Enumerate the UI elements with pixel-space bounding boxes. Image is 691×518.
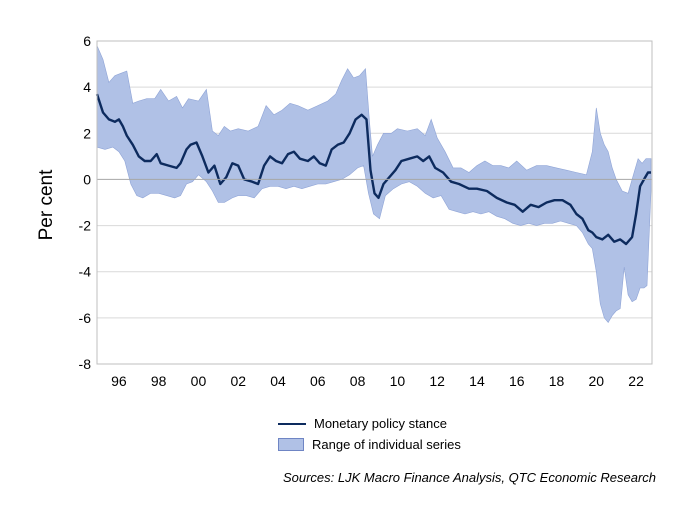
y-tick-label: -6 <box>79 310 92 326</box>
y-tick-label: 0 <box>83 171 91 187</box>
legend: Monetary policy stance Range of individu… <box>278 413 461 455</box>
x-tick-label: 22 <box>628 373 644 389</box>
x-tick-label: 14 <box>469 373 485 389</box>
legend-item-range: Range of individual series <box>278 434 461 455</box>
y-tick-label: -8 <box>79 356 92 372</box>
legend-line-swatch <box>278 422 306 425</box>
plot-frame <box>96 40 653 365</box>
legend-item-stance: Monetary policy stance <box>278 413 461 434</box>
legend-area-swatch <box>278 438 304 451</box>
x-tick-label: 20 <box>589 373 605 389</box>
x-tick-label: 04 <box>270 373 286 389</box>
y-tick-label: -4 <box>79 264 92 280</box>
x-tick-label: 18 <box>549 373 565 389</box>
x-tick-label: 98 <box>151 373 167 389</box>
x-tick-label: 02 <box>230 373 246 389</box>
y-tick-labels: 6 4 2 0 -2 -4 -6 -8 <box>79 33 92 372</box>
y-tick-label: -2 <box>79 218 92 234</box>
source-note: Sources: LJK Macro Finance Analysis, QTC… <box>282 470 656 485</box>
y-tick-label: 2 <box>83 125 91 141</box>
legend-label-range: Range of individual series <box>312 437 461 452</box>
x-tick-label: 16 <box>509 373 525 389</box>
x-tick-label: 00 <box>191 373 207 389</box>
x-tick-label: 06 <box>310 373 326 389</box>
y-tick-label: 6 <box>83 33 91 49</box>
x-tick-label: 08 <box>350 373 366 389</box>
x-tick-label: 10 <box>390 373 406 389</box>
policy-stance-line <box>95 93 651 246</box>
legend-label-stance: Monetary policy stance <box>314 416 447 431</box>
y-axis-label: Per cent <box>36 169 57 240</box>
x-tick-label: 96 <box>111 373 127 389</box>
x-tick-label: 12 <box>429 373 445 389</box>
x-tick-labels: 96 98 00 02 04 06 08 10 12 14 16 18 20 22 <box>111 373 644 389</box>
y-tick-label: 4 <box>83 79 91 95</box>
